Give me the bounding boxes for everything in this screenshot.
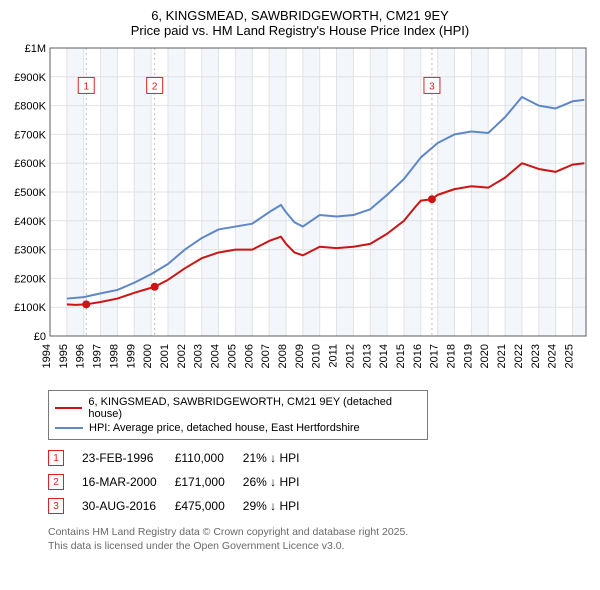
svg-text:2013: 2013 xyxy=(361,344,373,368)
svg-text:1999: 1999 xyxy=(125,344,137,368)
svg-text:2021: 2021 xyxy=(496,344,508,368)
title-line-2: Price paid vs. HM Land Registry's House … xyxy=(8,23,592,38)
svg-text:2012: 2012 xyxy=(344,344,356,368)
footer-attribution: Contains HM Land Registry data © Crown c… xyxy=(48,526,592,553)
svg-text:1997: 1997 xyxy=(92,344,104,368)
svg-text:2020: 2020 xyxy=(479,344,491,368)
svg-text:2022: 2022 xyxy=(513,344,525,368)
svg-text:2008: 2008 xyxy=(277,344,289,368)
svg-text:2005: 2005 xyxy=(226,344,238,368)
transaction-diff: 26% ↓ HPI xyxy=(243,470,318,494)
svg-text:1998: 1998 xyxy=(108,344,120,368)
svg-text:1996: 1996 xyxy=(75,344,87,368)
transaction-marker: 1 xyxy=(48,450,64,466)
svg-text:2023: 2023 xyxy=(530,344,542,368)
svg-text:2004: 2004 xyxy=(210,344,222,368)
legend: 6, KINGSMEAD, SAWBRIDGEWORTH, CM21 9EY (… xyxy=(48,390,428,440)
svg-text:£500K: £500K xyxy=(14,187,46,199)
chart-titles: 6, KINGSMEAD, SAWBRIDGEWORTH, CM21 9EY P… xyxy=(8,8,592,38)
svg-text:£400K: £400K xyxy=(14,216,46,228)
transaction-marker: 2 xyxy=(48,474,64,490)
transaction-row: 3 30-AUG-2016£475,00029% ↓ HPI xyxy=(48,494,317,518)
legend-label: HPI: Average price, detached house, East… xyxy=(89,422,360,434)
svg-text:2014: 2014 xyxy=(378,344,390,368)
svg-text:2011: 2011 xyxy=(328,344,340,368)
transaction-price: £475,000 xyxy=(175,494,243,518)
transaction-date: 16-MAR-2000 xyxy=(82,470,175,494)
svg-text:2009: 2009 xyxy=(294,344,306,368)
svg-text:2024: 2024 xyxy=(547,344,559,368)
svg-text:2016: 2016 xyxy=(412,344,424,368)
transaction-date: 23-FEB-1996 xyxy=(82,446,175,470)
svg-text:2006: 2006 xyxy=(243,344,255,368)
svg-text:£1M: £1M xyxy=(25,43,46,55)
svg-text:2001: 2001 xyxy=(159,344,171,368)
svg-text:£200K: £200K xyxy=(14,273,46,285)
svg-text:2000: 2000 xyxy=(142,344,154,368)
legend-label: 6, KINGSMEAD, SAWBRIDGEWORTH, CM21 9EY (… xyxy=(88,396,421,420)
transaction-price: £171,000 xyxy=(175,470,243,494)
transaction-price: £110,000 xyxy=(175,446,243,470)
svg-text:2017: 2017 xyxy=(429,344,441,368)
svg-text:2018: 2018 xyxy=(446,344,458,368)
svg-text:2: 2 xyxy=(152,81,158,92)
svg-text:1: 1 xyxy=(83,81,89,92)
legend-item-hpi: HPI: Average price, detached house, East… xyxy=(55,421,421,435)
legend-swatch-blue xyxy=(55,427,83,429)
transactions-table: 1 23-FEB-1996£110,00021% ↓ HPI 2 16-MAR-200… xyxy=(48,446,317,518)
legend-item-price-paid: 6, KINGSMEAD, SAWBRIDGEWORTH, CM21 9EY (… xyxy=(55,395,421,421)
svg-text:1995: 1995 xyxy=(58,344,70,368)
transaction-date: 30-AUG-2016 xyxy=(82,494,175,518)
svg-text:£800K: £800K xyxy=(14,101,46,113)
svg-text:£600K: £600K xyxy=(14,158,46,170)
svg-text:2019: 2019 xyxy=(462,344,474,368)
svg-text:2025: 2025 xyxy=(564,344,576,368)
svg-text:£700K: £700K xyxy=(14,129,46,141)
title-line-1: 6, KINGSMEAD, SAWBRIDGEWORTH, CM21 9EY xyxy=(8,8,592,23)
svg-text:2003: 2003 xyxy=(193,344,205,368)
chart-container: £0 £100K £200K £300K £400K £500K £600K £700K £80… xyxy=(8,42,592,382)
svg-text:2002: 2002 xyxy=(176,344,188,368)
svg-text:£300K: £300K xyxy=(14,245,46,257)
footer-line-1: Contains HM Land Registry data © Crown c… xyxy=(48,526,408,538)
legend-swatch-red xyxy=(55,407,82,409)
svg-text:£100K: £100K xyxy=(14,302,46,314)
transaction-marker: 3 xyxy=(48,498,64,514)
transaction-diff: 21% ↓ HPI xyxy=(243,446,318,470)
transaction-diff: 29% ↓ HPI xyxy=(243,494,318,518)
svg-text:3: 3 xyxy=(429,81,435,92)
svg-text:£0: £0 xyxy=(34,331,46,343)
footer-line-2: This data is licensed under the Open Gov… xyxy=(48,540,345,552)
price-chart: £0 £100K £200K £300K £400K £500K £600K £700K £80… xyxy=(8,42,592,382)
transaction-row: 2 16-MAR-2000£171,00026% ↓ HPI xyxy=(48,470,317,494)
svg-text:1994: 1994 xyxy=(41,344,53,368)
svg-text:2010: 2010 xyxy=(311,344,323,368)
svg-text:2007: 2007 xyxy=(260,344,272,368)
svg-text:2015: 2015 xyxy=(395,344,407,368)
transaction-row: 1 23-FEB-1996£110,00021% ↓ HPI xyxy=(48,446,317,470)
svg-text:£900K: £900K xyxy=(14,72,46,84)
